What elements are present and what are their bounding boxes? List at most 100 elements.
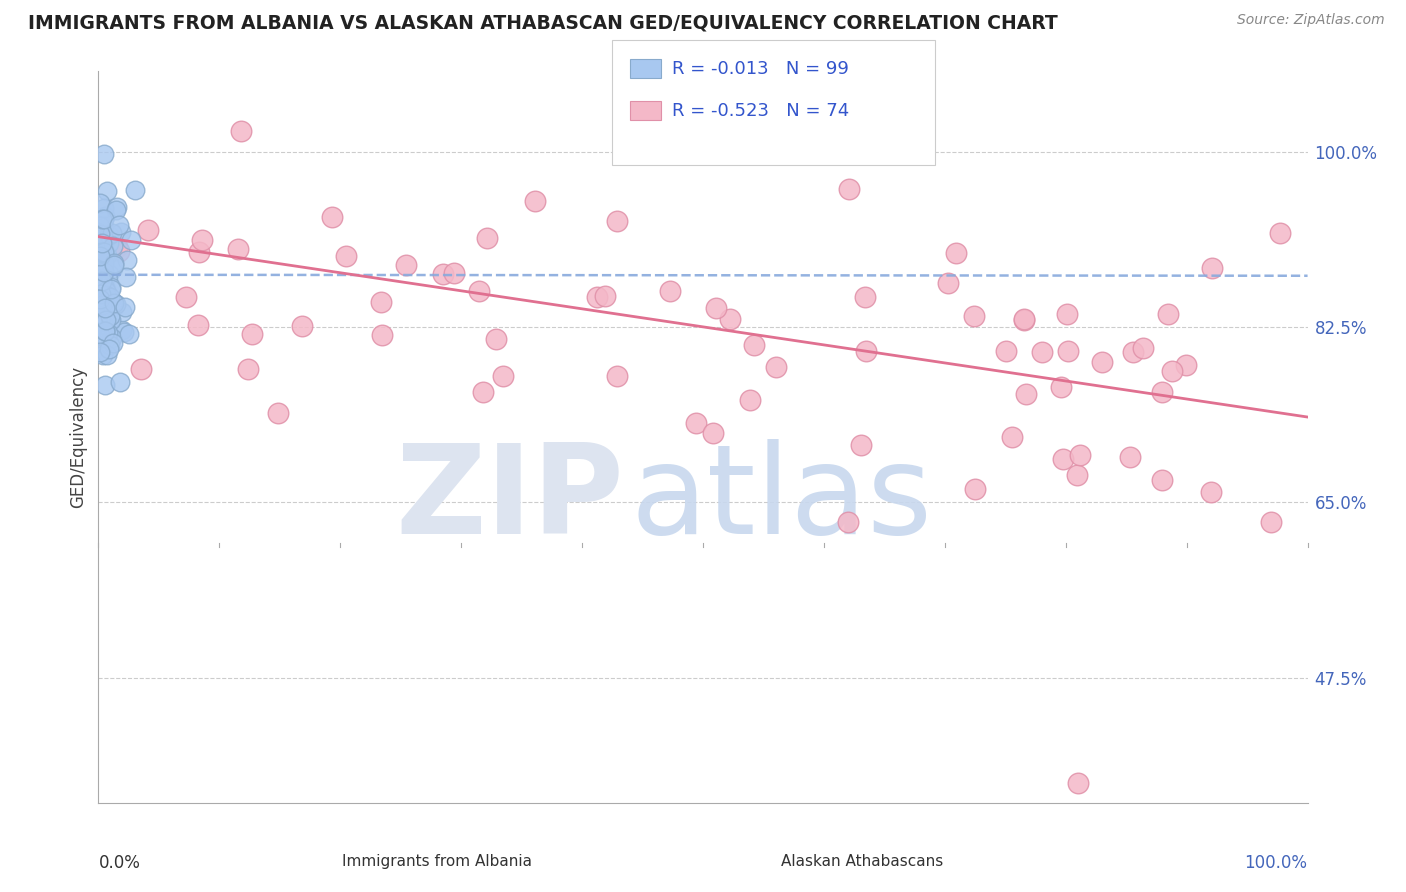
- Point: [97, 227, 120, 242]
- Point: [90, 235, 112, 250]
- Point: [89, 328, 111, 343]
- Point: [1091, 355, 1114, 369]
- Point: [485, 332, 508, 346]
- Point: [765, 359, 787, 374]
- Point: [93, 147, 115, 161]
- Text: 100.0%: 100.0%: [1244, 854, 1308, 872]
- Point: [93, 256, 115, 270]
- Point: [93, 318, 115, 332]
- Point: [1201, 260, 1223, 275]
- Point: [593, 289, 616, 303]
- Point: [936, 276, 959, 290]
- Point: [187, 318, 209, 332]
- Point: [290, 318, 312, 333]
- Point: [1066, 468, 1088, 483]
- Point: [718, 311, 741, 326]
- Point: [89, 249, 111, 263]
- Point: [103, 300, 125, 314]
- Point: [370, 295, 392, 310]
- Point: [849, 438, 872, 452]
- Point: [93, 278, 115, 293]
- Point: [93, 244, 115, 258]
- Point: [174, 290, 197, 304]
- Point: [100, 226, 122, 240]
- Point: [1052, 451, 1074, 466]
- Point: [91, 298, 114, 312]
- Point: [91, 279, 114, 293]
- Point: [105, 240, 128, 254]
- Point: [100, 282, 122, 296]
- Point: [91, 218, 114, 232]
- Point: [90, 248, 112, 262]
- Point: [96, 184, 118, 198]
- Point: [443, 266, 465, 280]
- Point: [91, 211, 114, 226]
- Point: [606, 214, 628, 228]
- Text: Alaskan Athabascans: Alaskan Athabascans: [782, 854, 943, 869]
- Point: [1069, 448, 1091, 462]
- Point: [1012, 311, 1035, 326]
- Point: [105, 297, 128, 311]
- Text: R = -0.523   N = 74: R = -0.523 N = 74: [672, 102, 849, 120]
- Point: [101, 331, 124, 345]
- Point: [89, 345, 111, 359]
- Point: [524, 194, 547, 209]
- Point: [93, 324, 115, 338]
- Point: [837, 515, 859, 529]
- Point: [738, 393, 761, 408]
- Point: [100, 309, 122, 323]
- Point: [240, 326, 263, 341]
- Point: [89, 244, 111, 259]
- Text: ZIP: ZIP: [395, 439, 624, 560]
- Point: [96, 248, 118, 262]
- Text: Source: ZipAtlas.com: Source: ZipAtlas.com: [1237, 13, 1385, 28]
- Point: [94, 285, 117, 299]
- Point: [477, 231, 499, 245]
- Point: [91, 231, 114, 245]
- Point: [100, 293, 122, 307]
- Point: [115, 269, 138, 284]
- Point: [89, 252, 111, 267]
- Text: atlas: atlas: [630, 439, 932, 560]
- Point: [229, 124, 252, 138]
- Point: [659, 285, 682, 299]
- Point: [1057, 343, 1080, 358]
- Point: [105, 200, 128, 214]
- Point: [395, 258, 418, 272]
- Point: [111, 305, 134, 319]
- Point: [321, 211, 343, 225]
- Point: [93, 265, 115, 279]
- Point: [94, 314, 117, 328]
- Point: [853, 290, 876, 304]
- Point: [93, 211, 115, 226]
- Point: [103, 255, 125, 269]
- Point: [585, 290, 607, 304]
- Point: [702, 425, 724, 440]
- Point: [94, 324, 117, 338]
- Point: [685, 417, 707, 431]
- Point: [1014, 313, 1036, 327]
- Point: [1268, 226, 1291, 240]
- Point: [472, 384, 495, 399]
- Point: [93, 248, 115, 262]
- Point: [107, 244, 129, 258]
- Point: [91, 260, 114, 274]
- Point: [90, 238, 112, 252]
- Point: [117, 326, 139, 341]
- Point: [228, 242, 250, 256]
- Point: [107, 219, 129, 233]
- Point: [101, 260, 124, 275]
- Point: [90, 286, 112, 301]
- Point: [89, 196, 111, 211]
- Point: [108, 376, 131, 390]
- Point: [1132, 341, 1154, 355]
- Point: [1122, 345, 1144, 359]
- Point: [93, 301, 115, 315]
- Point: [93, 297, 115, 311]
- Point: [114, 300, 136, 314]
- Point: [704, 301, 727, 315]
- Point: [100, 313, 122, 327]
- Point: [335, 249, 357, 263]
- Point: [1001, 430, 1024, 444]
- Point: [994, 344, 1017, 359]
